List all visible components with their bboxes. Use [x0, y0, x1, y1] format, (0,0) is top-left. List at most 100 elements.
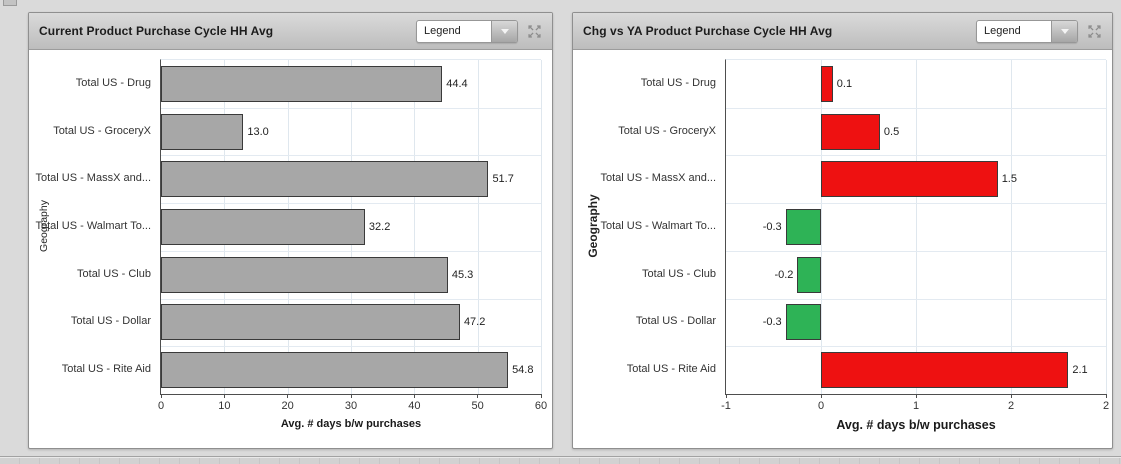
x-tick-label: 30: [344, 400, 358, 412]
legend-dropdown-value[interactable]: Legend: [984, 24, 1021, 37]
cropped-bottom-panel-edge: [0, 456, 1121, 464]
panel-header: Chg vs YA Product Purchase Cycle HH Avg …: [573, 13, 1112, 50]
x-tick-label: 0: [157, 400, 165, 412]
category-label: Total US - Dollar: [635, 315, 716, 328]
row-separator: [726, 346, 1106, 348]
axis-tick: [540, 394, 542, 398]
value-label: 1.5: [1001, 173, 1017, 186]
category-label: Total US - MassX and...: [35, 172, 151, 185]
axis-tick: [223, 394, 225, 398]
bar-chart-current-purchase-cycle: 0 10 20 30 40 50 60 44.4 13.0 51.7 32.2 45.3 47.2 54.…: [29, 51, 552, 448]
bar-total-us-club[interactable]: [797, 256, 821, 293]
bar-total-us-rite-aid[interactable]: [821, 352, 1069, 389]
value-label: 32.2: [368, 221, 391, 233]
chevron-down-icon: [1060, 28, 1069, 34]
axis-tick: [477, 394, 479, 398]
gridline: [541, 60, 542, 394]
row-separator: [726, 107, 1106, 109]
category-label: Total US - MassX and...: [600, 172, 716, 185]
bar-total-us-drug[interactable]: [821, 65, 833, 102]
value-label: 13.0: [247, 125, 269, 138]
value-label: 54.8: [512, 364, 534, 377]
row-separator: [726, 250, 1106, 252]
legend-dropdown[interactable]: Legend: [416, 19, 518, 43]
bar-total-us-massx-and[interactable]: [161, 161, 489, 198]
bar-total-us-massx-and[interactable]: [821, 161, 998, 198]
legend-dropdown-button[interactable]: [1051, 20, 1077, 42]
gridline: [916, 60, 917, 394]
bar-total-us-walmart-to[interactable]: [161, 209, 365, 245]
axis-tick: [287, 394, 289, 398]
maximize-icon[interactable]: [527, 24, 542, 39]
category-label: Total US - GroceryX: [618, 124, 716, 137]
gridline: [477, 60, 479, 394]
x-tick-label: 2: [1007, 400, 1015, 412]
header-controls: Legend: [976, 19, 1102, 43]
legend-dropdown-button[interactable]: [491, 20, 517, 42]
category-label: Total US - Rite Aid: [626, 363, 716, 376]
plot-area: 0 10 20 30 40 50 60 44.4 13.0 51.7 32.2 45.3 47.2 54.…: [158, 59, 547, 430]
axis-tick: [1010, 394, 1012, 398]
category-label: Total US - Walmart To...: [600, 220, 716, 232]
x-axis-label: Avg. # days b/w purchases: [836, 418, 996, 432]
row-separator: [161, 203, 541, 205]
header-controls: Legend: [416, 19, 542, 43]
plot-area: -1 0 1 2 2 0.1 0.5 1.5 -0.3 -0.2 -0.3 2.1 Avg. # day…: [721, 59, 1109, 432]
category-label: Total US - Drug: [640, 76, 716, 89]
maximize-icon[interactable]: [1087, 24, 1102, 39]
axis-tick: [915, 394, 917, 398]
row-separator: [161, 298, 541, 300]
cropped-toolbar-fragment: [3, 0, 17, 6]
x-axis-label: Avg. # days b/w purchases: [280, 418, 422, 430]
row-separator: [726, 155, 1106, 157]
category-label: Total US - Dollar: [70, 315, 151, 328]
legend-dropdown-value[interactable]: Legend: [424, 24, 461, 37]
panel-title: Chg vs YA Product Purchase Cycle HH Avg: [583, 24, 833, 38]
bar-total-us-drug[interactable]: [161, 65, 443, 102]
panel-title: Current Product Purchase Cycle HH Avg: [39, 24, 274, 38]
x-tick-label: 50: [471, 400, 484, 412]
gridline: [1011, 60, 1012, 394]
bar-chart-chg-vs-ya: -1 0 1 2 2 0.1 0.5 1.5 -0.3 -0.2 -0.3 2.1 Avg. # day…: [573, 51, 1112, 448]
value-label: 44.4: [446, 77, 468, 90]
bar-total-us-groceryx[interactable]: [821, 113, 880, 150]
category-label: Total US - Drug: [75, 76, 151, 89]
gridline: [1106, 60, 1107, 394]
chevron-down-icon: [500, 28, 509, 34]
x-tick-label: 40: [408, 400, 421, 412]
value-label: 2.1: [1072, 364, 1088, 377]
bar-total-us-dollar[interactable]: [785, 304, 821, 341]
value-label: 47.2: [463, 316, 486, 329]
value-label: 0.5: [883, 125, 900, 138]
panel-current-purchase-cycle: Current Product Purchase Cycle HH Avg Le…: [28, 12, 553, 449]
bar-total-us-dollar[interactable]: [161, 304, 460, 341]
x-tick-label: 0: [817, 400, 825, 412]
gridline: [414, 60, 416, 394]
value-label: -0.3: [762, 221, 782, 233]
bar-total-us-rite-aid[interactable]: [161, 352, 509, 389]
legend-dropdown[interactable]: Legend: [976, 19, 1078, 43]
axis-tick: [725, 394, 727, 398]
x-tick-label: -1: [721, 400, 731, 412]
value-label: 51.7: [492, 173, 514, 186]
gridline: [821, 60, 822, 394]
panel-header: Current Product Purchase Cycle HH Avg Le…: [29, 13, 552, 50]
value-label: 0.1: [836, 77, 853, 90]
x-tick-label: 10: [218, 400, 231, 412]
value-label: -0.2: [774, 268, 794, 281]
bar-total-us-club[interactable]: [161, 256, 448, 293]
axis-tick: [1105, 394, 1107, 398]
panel-chg-vs-ya: Chg vs YA Product Purchase Cycle HH Avg …: [572, 12, 1113, 449]
x-tick-label: 1: [912, 400, 920, 412]
row-separator: [161, 155, 541, 157]
category-label: Total US - Walmart To...: [35, 220, 151, 232]
row-separator: [726, 298, 1106, 300]
value-label: 45.3: [451, 268, 474, 281]
row-separator: [161, 346, 541, 348]
axis-tick: [160, 394, 162, 398]
bar-total-us-walmart-to[interactable]: [785, 209, 821, 245]
x-tick-label: 60: [534, 400, 548, 412]
axis-tick: [413, 394, 415, 398]
bar-total-us-groceryx[interactable]: [161, 113, 244, 150]
row-separator: [161, 250, 541, 252]
